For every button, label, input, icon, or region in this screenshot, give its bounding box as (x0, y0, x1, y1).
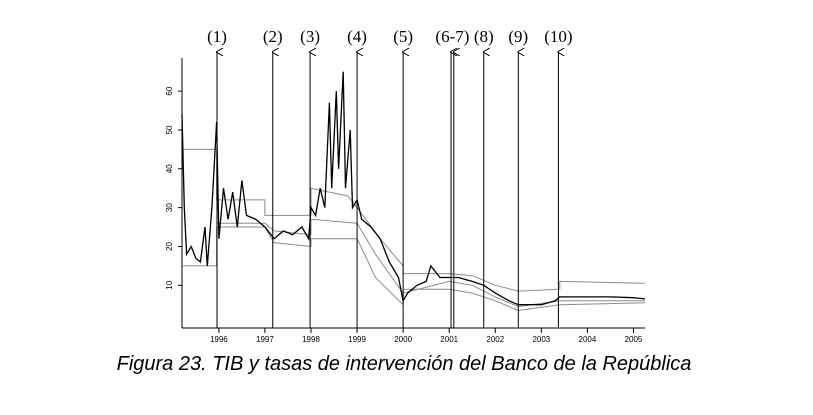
series-line (216, 218, 645, 308)
x-tick-label: 1997 (256, 335, 274, 344)
x-tick-label: 2000 (394, 335, 412, 344)
x-tick-label: 1999 (348, 335, 366, 344)
x-tick-label: 2003 (532, 335, 550, 344)
event-label: (4) (347, 27, 367, 46)
x-tick-label: 2001 (440, 335, 458, 344)
y-tick-label: 60 (165, 86, 174, 95)
series-line (181, 71, 646, 306)
event-label: (2) (263, 27, 283, 46)
x-tick-label: 2004 (579, 335, 597, 344)
event-label: (3) (300, 27, 320, 46)
y-tick-label: 10 (165, 280, 174, 289)
y-tick-label: 20 (165, 241, 174, 250)
event-label: (10) (544, 27, 572, 46)
x-tick-label: 2005 (625, 335, 643, 344)
series-line (182, 226, 646, 312)
event-label: (8) (474, 27, 494, 46)
x-tick-label: 2002 (486, 335, 504, 344)
x-tick-label: 1998 (302, 335, 320, 344)
x-tick-label: 1996 (210, 335, 228, 344)
event-label: (6-7) (435, 27, 469, 46)
event-label: (5) (393, 27, 413, 46)
y-tick-label: 50 (165, 125, 174, 134)
y-tick-label: 40 (165, 164, 174, 173)
event-label: (1) (207, 27, 227, 46)
caption: Figura 23. TIB y tasas de intervención d… (117, 353, 692, 375)
event-label: (9) (508, 27, 528, 46)
y-tick-label: 30 (165, 203, 174, 212)
series-line (182, 148, 646, 292)
